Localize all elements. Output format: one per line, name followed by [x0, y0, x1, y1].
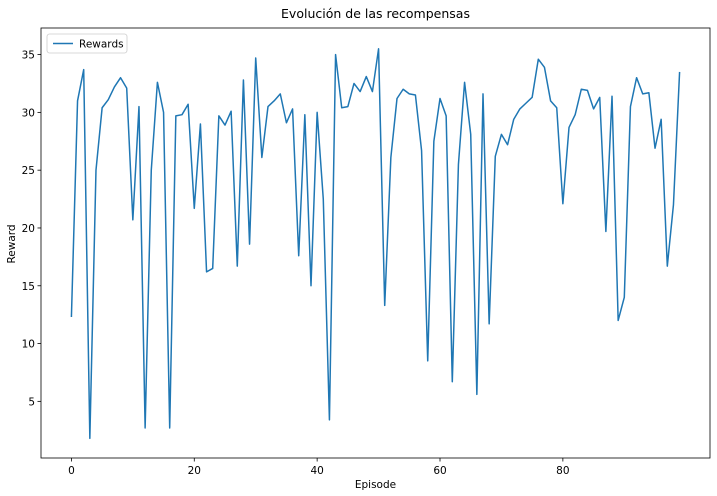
legend: Rewards	[46, 33, 128, 54]
y-tick-label: 25	[22, 165, 35, 177]
x-tick-label: 20	[188, 465, 201, 477]
legend-label: Rewards	[79, 39, 124, 51]
y-tick-label: 20	[22, 223, 35, 235]
chart-title: Evolución de las recompensas	[281, 6, 470, 21]
y-tick-label: 15	[22, 281, 35, 293]
y-tick-label: 35	[22, 50, 35, 62]
x-axis-label: Episode	[355, 479, 396, 491]
x-tick-label: 60	[433, 465, 446, 477]
legend-box	[46, 33, 128, 54]
axes-frame	[40, 27, 711, 459]
plot-area: 0 20 40 60 80 5 10 15 20 25 30 35	[22, 27, 711, 477]
y-tick-label: 5	[28, 396, 35, 408]
x-tick-label: 0	[68, 465, 75, 477]
y-tick-label: 10	[22, 339, 35, 351]
series-line-0	[70, 48, 681, 440]
y-tick-label: 30	[22, 107, 35, 119]
x-tick-label: 80	[556, 465, 569, 477]
x-tick-label: 40	[310, 465, 323, 477]
y-axis-label: Reward	[6, 224, 18, 263]
